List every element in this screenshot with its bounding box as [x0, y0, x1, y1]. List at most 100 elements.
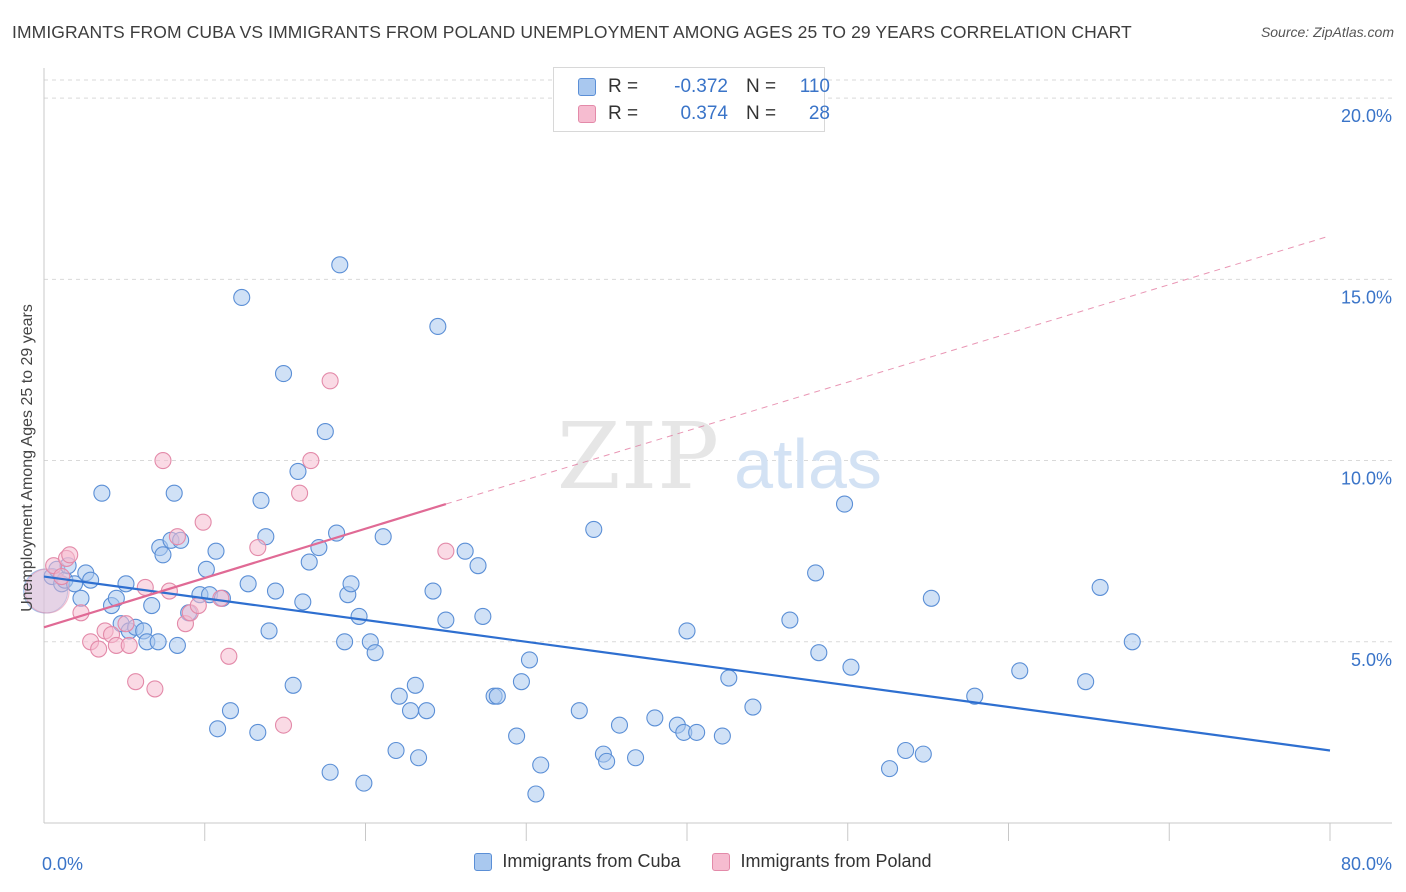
poland-point [291, 484, 309, 502]
points-layer [23, 256, 1141, 803]
poland-trend-line [43, 503, 447, 629]
legend-swatch-poland [712, 852, 731, 871]
cuba-point [456, 542, 474, 560]
cuba-point [143, 596, 161, 615]
cuba-point [532, 756, 550, 774]
y-tick-label: 15.0% [1341, 287, 1392, 307]
cuba-point [342, 575, 360, 593]
watermark-atlas: atlas [734, 425, 882, 503]
cuba-point [284, 676, 302, 694]
legend-n-label: N = [746, 76, 777, 97]
cuba-point [914, 745, 932, 763]
cuba-point [316, 423, 334, 441]
poland-point [127, 673, 145, 691]
cuba-point [429, 317, 447, 336]
cuba-point [209, 720, 227, 738]
cuba-point [598, 752, 616, 770]
cuba-point [512, 673, 530, 691]
y-axis-label: Unemployment Among Ages 25 to 29 years [19, 304, 36, 612]
cuba-point [409, 749, 428, 767]
correlation-legend: R = -0.372 N = 110 R = 0.374 N = 28 [553, 67, 830, 132]
poland-point [61, 546, 79, 564]
poland-point [120, 636, 138, 654]
cuba-point [1091, 578, 1109, 596]
poland-point [53, 567, 71, 586]
cuba-point [1011, 662, 1029, 680]
cuba-point [508, 727, 526, 745]
legend-n-label: N = [746, 103, 777, 124]
poland-point [90, 640, 108, 658]
cuba-point [401, 702, 420, 720]
cuba-point [807, 564, 825, 582]
poland-trend-extension [445, 235, 1331, 505]
legend-row-poland: R = 0.374 N = 28 [578, 101, 830, 127]
cuba-point [1123, 633, 1141, 651]
cuba-point [154, 546, 172, 564]
cuba-point [165, 484, 183, 502]
cuba-trend-line [43, 575, 1331, 752]
poland-point [168, 528, 186, 546]
cuba-point [300, 553, 318, 571]
cuba-point [249, 723, 267, 741]
cuba-point [239, 575, 257, 593]
cuba-point [922, 589, 940, 607]
x-tick-label: 0.0% [42, 854, 83, 874]
legend-label-poland: Immigrants from Poland [740, 851, 932, 871]
cuba-point [207, 542, 225, 560]
poland-point [249, 538, 267, 557]
series-legend: Immigrants from Cuba Immigrants from Pol… [0, 851, 1406, 872]
cuba-point [93, 484, 111, 502]
x-tick-label: 80.0% [1341, 854, 1392, 874]
source-label: Source: ZipAtlas.com [1260, 24, 1394, 40]
cuba-point [366, 644, 384, 662]
cuba-point [424, 582, 442, 600]
poland-point [321, 372, 339, 390]
y-tick-label: 10.0% [1341, 469, 1392, 489]
cuba-point [336, 633, 354, 651]
cuba-point [835, 495, 854, 513]
cuba-point [520, 651, 539, 669]
cuba-point [266, 582, 285, 600]
legend-item-cuba: Immigrants from Cuba [474, 851, 680, 872]
cuba-point [252, 491, 270, 509]
legend-swatch-poland [578, 105, 596, 123]
chart-title: IMMIGRANTS FROM CUBA VS IMMIGRANTS FROM … [12, 22, 1132, 42]
poland-point [274, 716, 293, 734]
cuba-point [221, 702, 240, 720]
cuba-point [289, 462, 307, 480]
cuba-point [688, 723, 706, 741]
legend-row-cuba: R = -0.372 N = 110 [578, 74, 830, 100]
watermark: ZIP atlas [557, 403, 882, 510]
cuba-point [646, 709, 664, 727]
y-tick-label: 20.0% [1341, 106, 1392, 126]
cuba-point [374, 528, 392, 546]
legend-cuba-r: -0.372 [674, 76, 728, 97]
cuba-point [331, 256, 349, 274]
cuba-point [350, 607, 368, 625]
y-tick-label: 5.0% [1351, 650, 1392, 670]
legend-label-cuba: Immigrants from Cuba [502, 851, 681, 871]
legend-poland-r: 0.374 [680, 103, 728, 124]
cuba-point [294, 593, 312, 611]
cuba-point [107, 589, 125, 607]
cuba-point [418, 702, 436, 720]
cuba-point [437, 611, 455, 629]
cuba-point [72, 589, 90, 607]
cuba-point [474, 607, 492, 625]
cuba-point [570, 702, 588, 720]
legend-cuba-n: 110 [799, 76, 830, 97]
cuba-point [610, 716, 629, 734]
poland-point [146, 680, 164, 698]
cuba-point [744, 698, 762, 716]
cuba-point [82, 571, 100, 589]
cuba-point [168, 636, 186, 654]
poland-point [212, 589, 230, 607]
legend-r-label: R = [608, 103, 639, 124]
legend-r-label: R = [608, 76, 639, 97]
cuba-point [387, 741, 405, 760]
cuba-point [810, 644, 828, 662]
cuba-point [966, 687, 984, 705]
legend-poland-n: 28 [808, 103, 830, 124]
poland-point [302, 452, 320, 470]
cuba-point [355, 774, 373, 792]
